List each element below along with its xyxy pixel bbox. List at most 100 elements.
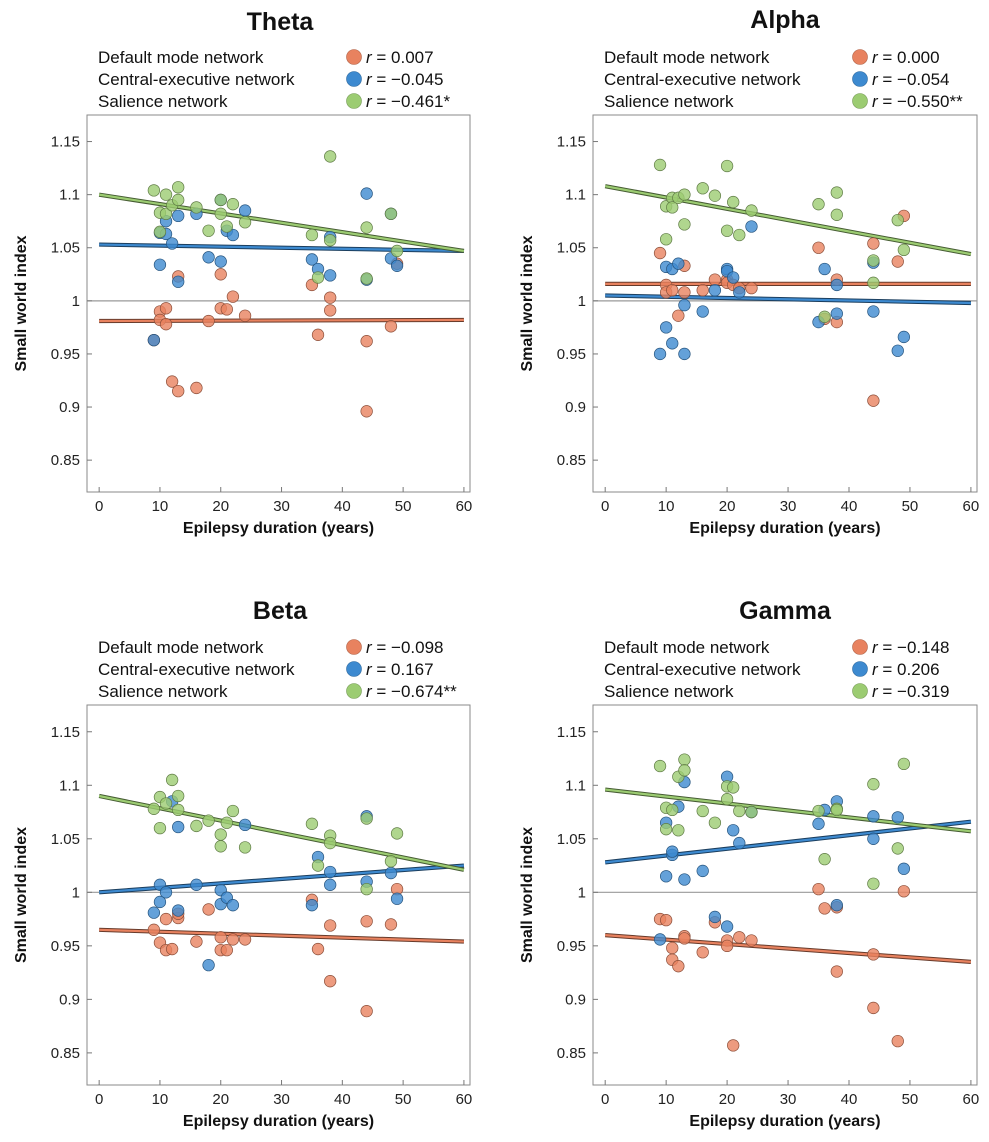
data-point	[653, 158, 667, 172]
data-point	[238, 216, 252, 229]
data-point	[720, 159, 734, 173]
y-axis-label: Small world index	[519, 827, 536, 963]
data-point	[653, 246, 667, 260]
data-point	[311, 859, 325, 872]
x-tick-label: 10	[658, 1091, 675, 1108]
data-point	[653, 347, 667, 361]
legend-marker	[346, 93, 362, 109]
data-point	[190, 819, 203, 833]
y-tick-label: 1	[578, 884, 586, 901]
data-point	[172, 904, 185, 917]
data-point	[360, 272, 373, 285]
y-tick-label: 1.1	[59, 187, 80, 204]
trend-line	[98, 193, 465, 253]
data-point	[220, 220, 233, 233]
data-point	[238, 841, 252, 854]
x-tick-label: 10	[658, 498, 675, 515]
legend-correlation: r = −0.054	[872, 70, 950, 89]
data-point	[678, 347, 691, 361]
data-point	[720, 920, 734, 933]
legend-marker	[346, 71, 362, 87]
data-point	[733, 931, 746, 944]
y-axis-label: Small world index	[13, 235, 30, 371]
legend-entry-label: Default mode network	[604, 638, 770, 657]
y-tick-label: 1	[72, 293, 80, 310]
data-point	[867, 254, 880, 267]
y-tick-label: 0.9	[59, 399, 80, 416]
data-point	[172, 789, 185, 803]
data-point	[220, 943, 233, 957]
data-point	[159, 886, 173, 899]
data-point	[238, 309, 252, 322]
y-tick-label: 1.15	[51, 134, 80, 151]
y-tick-label: 0.95	[557, 938, 586, 955]
data-point	[897, 757, 911, 771]
data-point	[745, 220, 758, 233]
y-tick-label: 1	[72, 884, 80, 901]
data-point	[360, 812, 373, 825]
data-point	[324, 234, 337, 247]
legend-entry-label: Default mode network	[98, 638, 264, 657]
data-point	[666, 845, 679, 858]
x-tick-label: 50	[395, 498, 412, 515]
data-point	[672, 257, 685, 270]
data-point	[867, 237, 880, 250]
data-point	[390, 259, 404, 272]
x-tick-label: 20	[212, 1091, 229, 1108]
x-tick-label: 40	[841, 498, 858, 515]
data-point	[678, 286, 691, 299]
legend-marker	[852, 93, 868, 109]
trend-line	[604, 185, 972, 256]
data-point	[745, 204, 758, 217]
data-point	[226, 290, 240, 303]
data-point	[214, 828, 227, 841]
y-tick-label: 0.9	[565, 991, 586, 1008]
data-point	[226, 933, 240, 946]
legend-marker	[852, 639, 868, 655]
data-point	[720, 793, 734, 806]
x-tick-label: 50	[902, 498, 919, 515]
data-point	[666, 337, 679, 350]
legend-correlation: r = 0.007	[366, 48, 434, 67]
data-point	[202, 314, 215, 328]
data-point	[867, 1001, 880, 1015]
data-point	[745, 805, 758, 819]
data-point	[324, 878, 337, 891]
data-point	[190, 935, 203, 948]
data-point	[153, 895, 167, 909]
panel-beta: Beta Default mode network r = −0.098 Centra…	[13, 597, 472, 1130]
x-tick-label: 30	[273, 498, 290, 515]
data-point	[147, 802, 161, 815]
data-point	[678, 932, 691, 945]
y-axis-label: Small world index	[13, 827, 30, 963]
data-point	[311, 271, 325, 284]
data-point	[324, 975, 337, 988]
data-point	[226, 804, 240, 818]
trend-line	[605, 820, 972, 864]
data-point	[360, 882, 373, 896]
legend-entry-label: Salience network	[604, 92, 734, 111]
legend-entry-label: Default mode network	[604, 48, 770, 67]
data-point	[818, 852, 831, 866]
data-point	[818, 262, 831, 276]
legend-correlation: r = −0.045	[366, 70, 444, 89]
data-point	[214, 931, 227, 944]
data-point	[202, 251, 215, 264]
data-point	[867, 305, 880, 318]
data-point	[202, 814, 215, 827]
x-tick-label: 10	[152, 1091, 169, 1108]
legend-entry-label: Central-executive network	[98, 70, 295, 89]
data-point	[659, 914, 673, 927]
x-axis-label: Epilepsy duration (years)	[183, 520, 374, 537]
data-point	[147, 333, 161, 347]
legend-marker	[346, 49, 362, 65]
x-tick-label: 60	[963, 498, 980, 515]
data-point	[165, 237, 179, 250]
data-point	[720, 939, 734, 952]
x-tick-label: 50	[902, 1091, 919, 1108]
data-point	[360, 915, 373, 928]
x-axis-label: Epilepsy duration (years)	[689, 1113, 880, 1130]
y-tick-label: 1.1	[59, 777, 80, 794]
data-point	[159, 318, 173, 331]
data-point	[226, 899, 240, 912]
